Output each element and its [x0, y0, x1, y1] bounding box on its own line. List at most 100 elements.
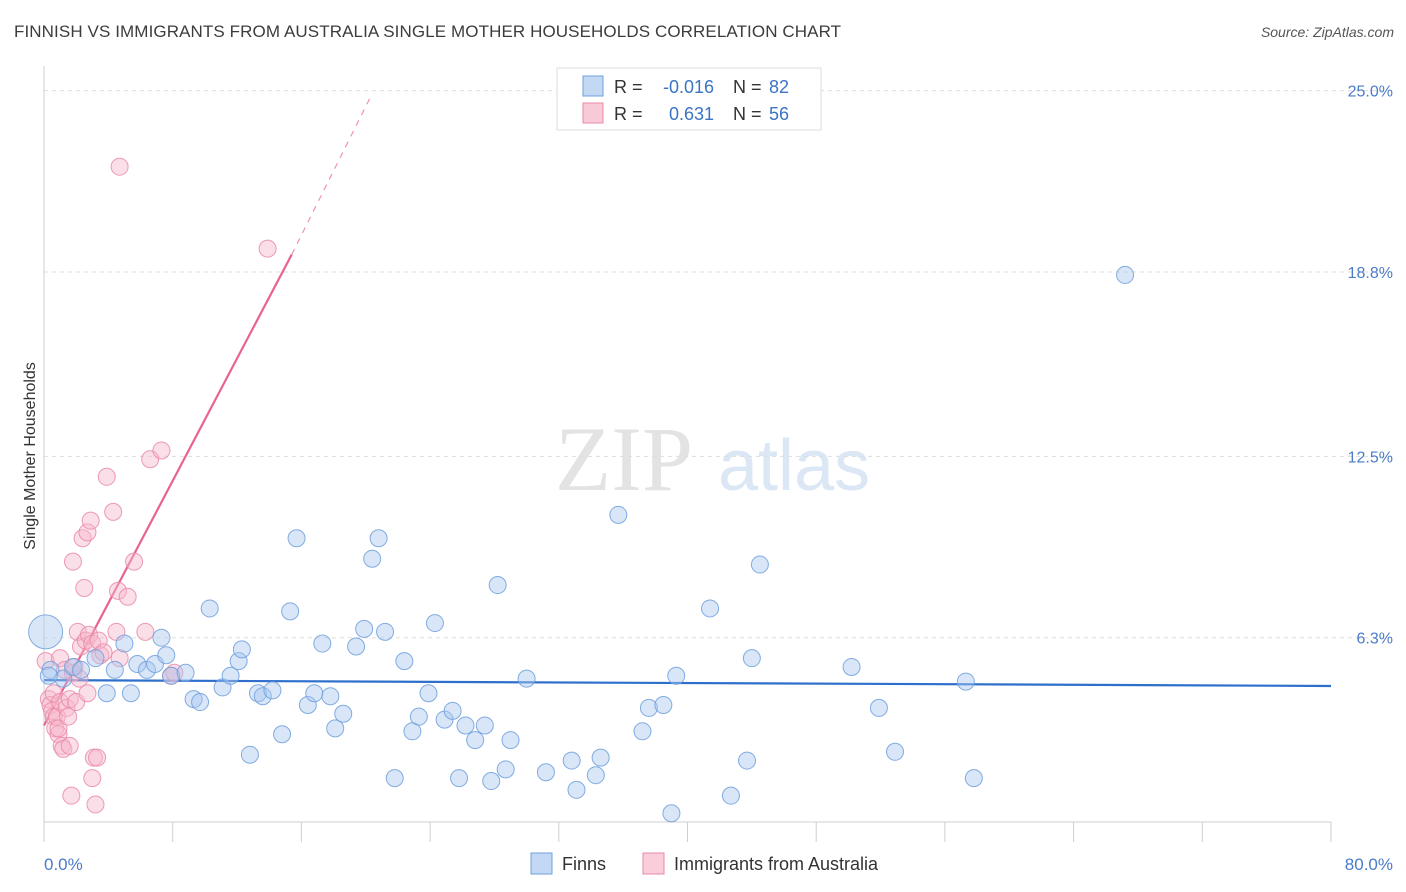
point-finns-33: [313, 634, 332, 653]
point-finns-9: [121, 684, 140, 703]
point-finns-32: [305, 684, 324, 703]
point-finns-65: [633, 722, 652, 741]
point-finns-75: [842, 657, 861, 676]
point-finns-8: [115, 634, 134, 653]
series-legend: Finns Immigrants from Australia: [530, 852, 879, 875]
point-australia-55: [258, 239, 277, 258]
point-finns-69: [667, 666, 686, 685]
y-tick-label-0: 6.3%: [1357, 631, 1393, 648]
point-finns-72: [738, 751, 757, 770]
point-finns-46: [419, 684, 438, 703]
y-tick-labels: 6.3% 12.5% 18.8% 25.0%: [1348, 84, 1393, 648]
point-australia-37: [86, 795, 105, 814]
point-finns-71: [721, 786, 740, 805]
bottom-legend-swatch-australia: [642, 852, 665, 875]
point-australia-34: [83, 769, 102, 788]
point-australia-39: [89, 631, 108, 650]
point-finns-61: [567, 780, 586, 799]
point-australia-28: [75, 578, 94, 597]
point-finns-14: [162, 666, 181, 685]
point-finns-77: [886, 742, 905, 761]
point-finns-55: [488, 576, 507, 595]
legend-r-value-finns: -0.016: [663, 77, 714, 97]
point-australia-43: [104, 502, 123, 521]
point-australia-27: [73, 529, 92, 548]
point-australia-0: [36, 652, 55, 671]
data-points: [28, 157, 1135, 823]
point-finns-0: [28, 614, 64, 650]
x-tick-labels: 0.0% 80.0%: [44, 855, 1393, 874]
legend-r-label-finns: R =: [614, 77, 643, 97]
point-australia-47: [118, 587, 137, 606]
point-finns-26: [253, 687, 272, 706]
legend-n-label-finns: N =: [733, 77, 762, 97]
point-australia-54: [110, 157, 129, 176]
point-finns-56: [496, 760, 515, 779]
point-finns-51: [456, 716, 475, 735]
watermark-atlas: atlas: [718, 426, 870, 506]
point-australia-45: [109, 581, 128, 600]
point-finns-57: [501, 731, 520, 750]
bottom-legend-label-australia: Immigrants from Australia: [674, 854, 879, 874]
point-finns-16: [176, 663, 195, 682]
axes: [43, 66, 1332, 842]
point-finns-62: [586, 766, 605, 785]
point-finns-5: [86, 649, 105, 668]
point-finns-42: [385, 769, 404, 788]
point-australia-49: [136, 622, 155, 641]
point-australia-16: [59, 707, 78, 726]
point-australia-30: [78, 684, 97, 703]
point-finns-31: [298, 695, 317, 714]
point-finns-80: [1116, 265, 1135, 284]
legend-swatch-australia: [582, 102, 604, 124]
point-finns-18: [191, 693, 210, 712]
point-australia-48: [125, 552, 144, 571]
y-axis-label: Single Mother Households: [22, 362, 39, 550]
point-finns-10: [128, 655, 147, 674]
legend-r-value-australia: 0.631: [669, 104, 714, 124]
point-finns-81: [39, 666, 58, 685]
point-finns-70: [701, 599, 720, 618]
point-finns-74: [750, 555, 769, 574]
point-finns-37: [347, 637, 366, 656]
point-australia-46: [110, 649, 129, 668]
point-finns-53: [475, 716, 494, 735]
bottom-legend-label-finns: Finns: [562, 854, 606, 874]
point-finns-27: [263, 681, 282, 700]
point-australia-8: [49, 725, 68, 744]
point-finns-52: [466, 731, 485, 750]
point-australia-42: [97, 467, 116, 486]
point-finns-22: [229, 652, 248, 671]
point-australia-9: [49, 719, 68, 738]
point-finns-30: [287, 529, 306, 548]
bottom-legend-swatch-finns: [530, 852, 553, 875]
point-finns-78: [956, 672, 975, 691]
stats-legend: R = -0.016 N = 82 R = 0.631 N = 56: [556, 67, 822, 131]
point-australia-21: [63, 552, 82, 571]
point-finns-29: [281, 602, 300, 621]
trend-line-finns: [43, 679, 1332, 688]
x-tick-label-max: 80.0%: [1345, 855, 1393, 874]
point-finns-4: [72, 660, 91, 679]
point-australia-19: [62, 786, 81, 805]
point-finns-15: [157, 646, 176, 665]
point-finns-59: [536, 763, 555, 782]
point-australia-33: [81, 511, 100, 530]
point-australia-1: [39, 690, 58, 709]
point-finns-23: [232, 640, 251, 659]
point-finns-34: [321, 687, 340, 706]
point-finns-1: [41, 660, 60, 679]
point-finns-36: [334, 704, 353, 723]
point-finns-47: [425, 614, 444, 633]
point-finns-49: [443, 701, 462, 720]
trend-line-australia-extension: [291, 93, 373, 255]
legend-r-label-australia: R =: [614, 104, 643, 124]
point-finns-2: [54, 669, 73, 688]
point-finns-60: [562, 751, 581, 770]
point-australia-11: [51, 649, 70, 668]
point-finns-66: [639, 698, 658, 717]
trend-lines: [43, 93, 1332, 726]
chart-title: FINNISH VS IMMIGRANTS FROM AUSTRALIA SIN…: [14, 22, 842, 41]
legend-swatch-finns: [582, 75, 604, 97]
point-finns-40: [369, 529, 388, 548]
